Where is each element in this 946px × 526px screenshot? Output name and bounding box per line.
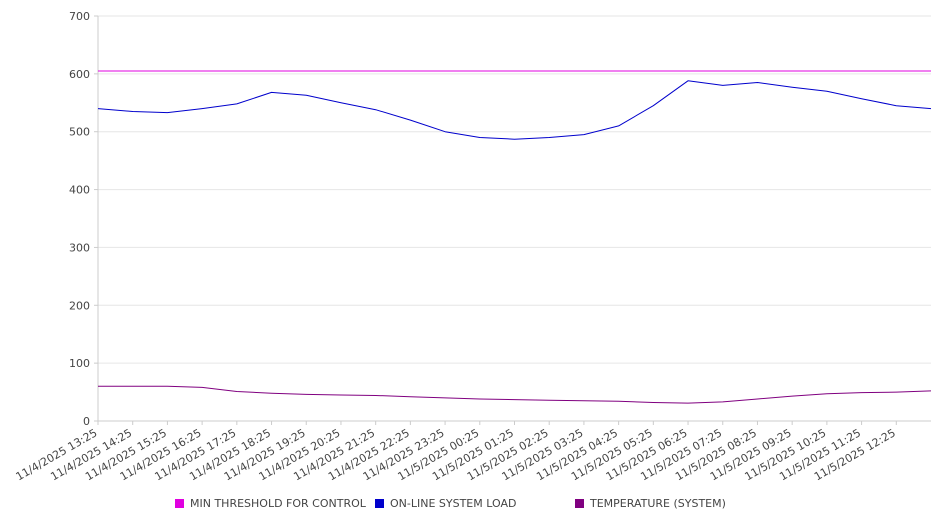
series-line-temperature-system — [98, 385, 932, 404]
legend-item-system-load[interactable]: ON-LINE SYSTEM LOAD — [375, 497, 516, 510]
y-tick-label: 200 — [69, 299, 90, 312]
legend-label: ON-LINE SYSTEM LOAD — [390, 497, 517, 510]
y-tick-label: 400 — [69, 184, 90, 197]
gridlines — [98, 15, 931, 364]
series-lines — [97, 70, 932, 404]
legend-label: TEMPERATURE (SYSTEM) — [590, 497, 726, 510]
legend-swatch-purple — [575, 499, 584, 508]
axes — [97, 16, 931, 422]
y-tick-label: 300 — [69, 241, 90, 254]
y-tick-label: 700 — [69, 10, 90, 23]
y-axis-ticks: 0 100 200 300 400 500 600 700 — [69, 10, 98, 428]
y-tick-label: 0 — [83, 415, 90, 428]
legend-swatch-magenta — [175, 499, 184, 508]
legend-item-min-threshold[interactable]: MIN THRESHOLD FOR CONTROL — [175, 497, 366, 510]
series-line-on-line-system-load — [97, 80, 932, 140]
legend: MIN THRESHOLD FOR CONTROL ON-LINE SYSTEM… — [0, 497, 946, 515]
legend-label: MIN THRESHOLD FOR CONTROL — [190, 497, 366, 510]
y-tick-label: 500 — [69, 126, 90, 139]
legend-item-temperature[interactable]: TEMPERATURE (SYSTEM) — [575, 497, 726, 510]
y-tick-label: 100 — [69, 357, 90, 370]
y-tick-label: 600 — [69, 68, 90, 81]
legend-swatch-blue — [375, 499, 384, 508]
